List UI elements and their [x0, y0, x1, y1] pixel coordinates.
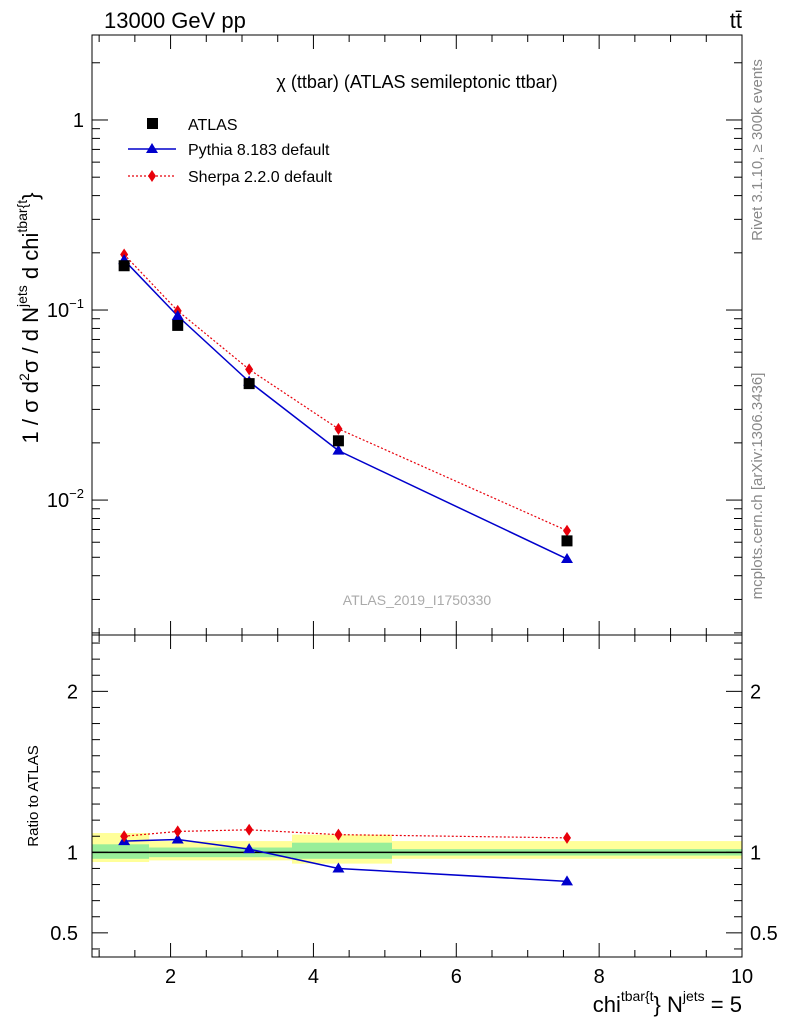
- ratio-xtick-label: 4: [308, 966, 319, 988]
- pythia-line: [123, 259, 568, 560]
- main-panel: 1 10−1 10−2 χ (ttbar) (ATLAS semileptonic …: [14, 34, 743, 636]
- ratio-ytick-label-right: 2: [750, 681, 761, 703]
- legend-entry-atlas: ATLAS: [147, 117, 238, 134]
- legend-sherpa-label: Sherpa 2.2.0 default: [188, 169, 333, 186]
- ratio-sherpa-point: [245, 823, 254, 836]
- ratio-ytick-label: 2: [67, 681, 78, 703]
- pythia-point: [561, 552, 573, 563]
- legend-entry-sherpa: Sherpa 2.2.0 default: [128, 169, 333, 186]
- sherpa-line: [123, 254, 568, 532]
- ratio-sherpa-point: [334, 828, 343, 841]
- main-ytick-label: 1: [73, 110, 84, 132]
- ratio-frame: [91, 634, 743, 958]
- uncertainty-band-green: [292, 842, 392, 859]
- main-ticks: 1 10−1 10−2: [47, 35, 743, 635]
- ratio-sherpa-point: [120, 830, 129, 843]
- ratio-ylabel: Ratio to ATLAS: [25, 745, 42, 846]
- ratio-sherpa-point: [563, 831, 571, 844]
- ratio-xtick-label: 2: [165, 966, 176, 988]
- atlas-point: [172, 319, 184, 331]
- legend-atlas-marker: [147, 118, 158, 129]
- legend-atlas-label: ATLAS: [188, 117, 238, 134]
- ratio-pythia-point: [243, 843, 256, 854]
- ratio-sherpa-point: [173, 825, 182, 838]
- ratio-ytick-label-right: 1: [750, 842, 761, 864]
- ratio-ytick-label: 0.5: [50, 923, 78, 945]
- legend-pythia-label: Pythia 8.183 default: [188, 142, 330, 159]
- ratio-xtick-label: 10: [731, 966, 753, 988]
- atlas-point: [243, 378, 255, 390]
- ratio-ytick-label: 1: [67, 842, 78, 864]
- ratio-pythia-point: [332, 862, 345, 873]
- ratio-pythia-point: [561, 875, 573, 886]
- ratio-pythia-point: [171, 833, 184, 844]
- mcplots-label: mcplots.cern.ch [arXiv:1306.3436]: [749, 373, 766, 600]
- legend-pythia-marker: [146, 143, 158, 153]
- energy-label: 13000 GeV pp: [104, 8, 246, 33]
- sherpa-point: [334, 422, 343, 435]
- ratio-xtick-label: 8: [594, 966, 605, 988]
- ratio-bands: [92, 833, 742, 864]
- main-ylabel: 1 / σ d2σ / d Njets d chitbar{t}: [14, 193, 43, 444]
- atlas-point: [332, 435, 344, 447]
- legend-entry-pythia: Pythia 8.183 default: [128, 142, 330, 159]
- ratio-ticks: 2 4 6 8 10 0.5 0.5 1 1 2 2: [50, 635, 778, 988]
- legend-sherpa-marker: [148, 170, 156, 182]
- ratio-series: [118, 823, 573, 886]
- legend: ATLAS Pythia 8.183 default Sherpa 2.2.0 …: [128, 117, 333, 186]
- watermark: ATLAS_2019_I1750330: [343, 592, 492, 608]
- atlas-point: [118, 260, 130, 272]
- ratio-panel: 2 4 6 8 10 0.5 0.5 1 1 2 2 Ratio to ATLAS chitbar{…: [25, 634, 778, 1017]
- uncertainty-band-green: [92, 844, 150, 859]
- main-ytick-label: 10−1: [47, 296, 84, 322]
- ratio-xtick-label: 6: [451, 966, 462, 988]
- process-label: tt̄: [730, 8, 742, 33]
- pythia-point: [332, 444, 345, 455]
- sherpa-point: [245, 363, 254, 376]
- main-series: [118, 248, 573, 563]
- pythia-point: [171, 310, 184, 321]
- atlas-point: [561, 535, 573, 547]
- sherpa-point: [563, 524, 571, 537]
- rivet-label: Rivet 3.1.10, ≥ 300k events: [749, 59, 766, 241]
- ratio-ytick-label-right: 0.5: [750, 923, 778, 945]
- main-ytick-label: 10−2: [47, 486, 84, 512]
- main-title: χ (ttbar) (ATLAS semileptonic ttbar): [276, 72, 557, 92]
- ratio-xlabel: chitbar{t} Njets = 5: [593, 988, 742, 1017]
